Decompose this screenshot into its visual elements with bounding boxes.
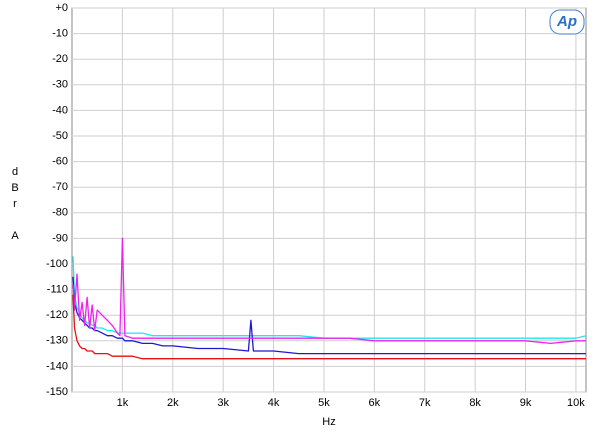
x-tick-label: 3k (217, 397, 229, 409)
plot-area (71, 7, 587, 393)
x-tick-label: 8k (469, 397, 481, 409)
y-tick-label: -10 (52, 28, 68, 40)
y-tick-label: -150 (46, 386, 68, 398)
x-tick-label: 5k (318, 397, 330, 409)
x-tick-label: 10k (567, 397, 585, 409)
series-line (72, 237, 586, 345)
y-tick-label: -90 (52, 232, 68, 244)
logo: Ap (556, 13, 577, 30)
x-tick-label: 4k (268, 397, 280, 409)
y-tick-label: -100 (46, 258, 68, 270)
y-tick-label: -40 (52, 104, 68, 116)
logo-frame (549, 9, 585, 35)
x-tick-label: 9k (520, 397, 532, 409)
y-tick-label: -110 (47, 284, 68, 296)
y-axis-label: dBr A (9, 166, 21, 246)
y-tick-label: +0 (55, 2, 68, 14)
y-tick-label: -70 (52, 181, 68, 193)
x-tick-label: 2k (167, 397, 179, 409)
x-tick-label: 6k (369, 397, 381, 409)
y-tick-label: -60 (52, 156, 68, 168)
y-tick-label: -20 (52, 53, 68, 65)
y-tick-label: -130 (46, 335, 68, 347)
x-tick-label: 1k (117, 397, 129, 409)
x-axis-label: Hz (322, 416, 335, 428)
series-line (72, 294, 586, 360)
y-tick-label: -140 (46, 360, 68, 372)
y-tick-label: -50 (52, 130, 68, 142)
y-tick-label: -120 (46, 309, 68, 321)
y-tick-label: -30 (52, 79, 68, 91)
y-tick-label: -80 (52, 207, 68, 219)
x-tick-label: 7k (419, 397, 431, 409)
